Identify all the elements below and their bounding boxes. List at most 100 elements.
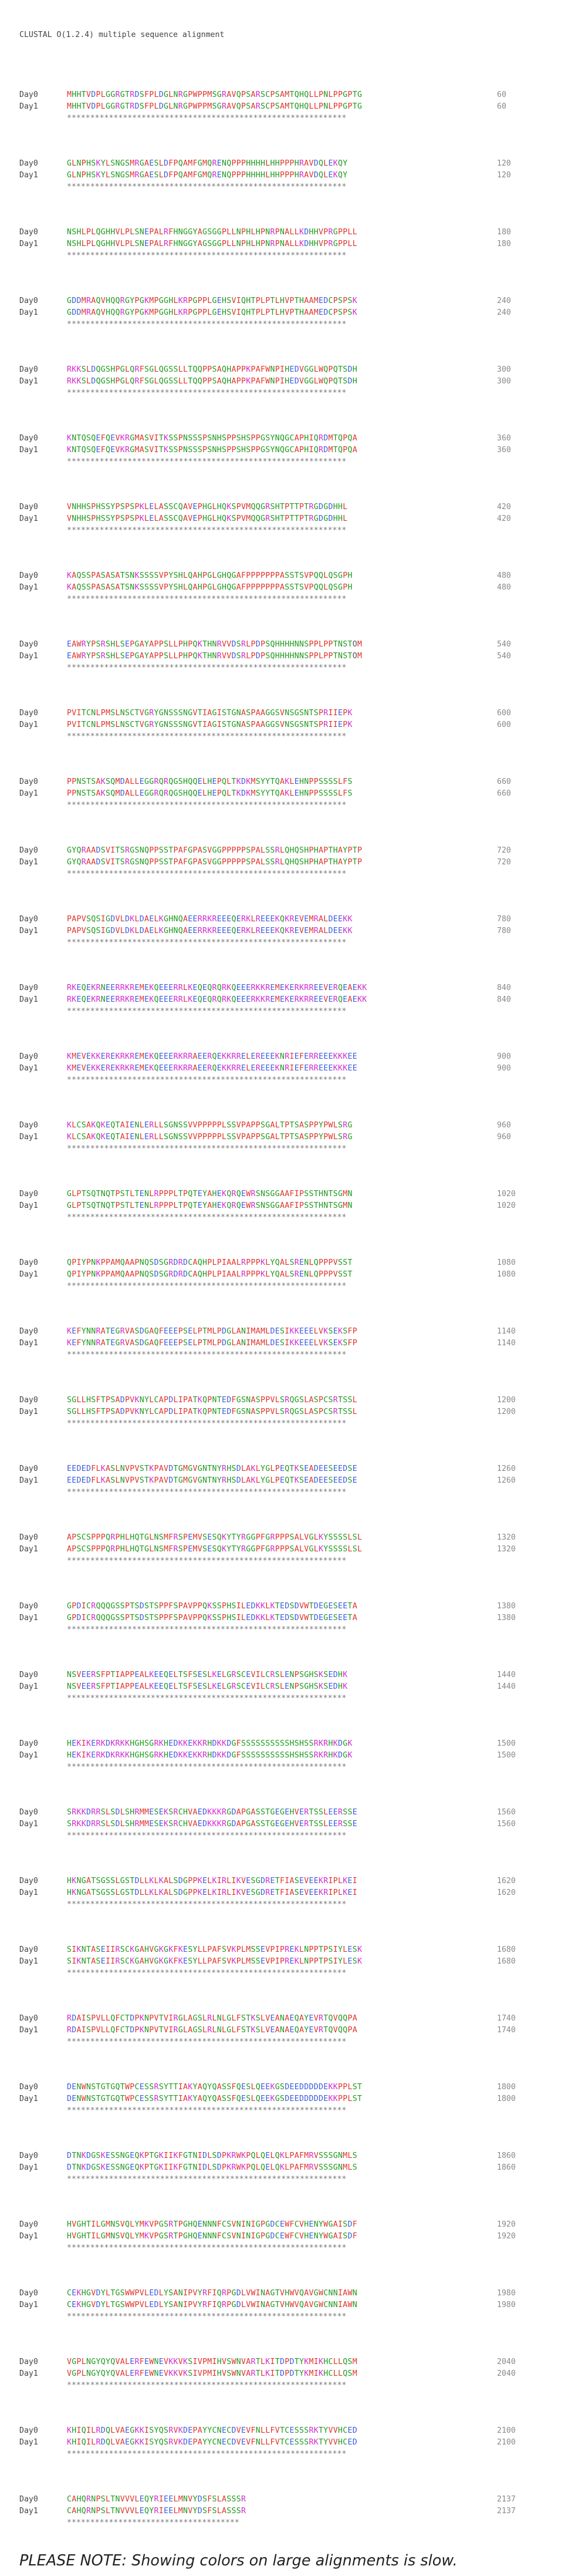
alignment-block: Day0 PAPVSQSIGDVLDKLDAELKGHNQAEERRKREEEQE… [19, 914, 571, 982]
sequence-residues: SGLLHSFTPSADPVKNYLCAPDLIPATKQPNTEDFGSNAS… [67, 1396, 357, 1405]
sequence-residues: MHHTVDPLGGRGTRDSFPLDGLNRGPWPPMSGRAVQPSAR… [67, 90, 363, 99]
sequence-position: 1860 [497, 2151, 516, 2160]
sequence-residues: KAQSSPASASATSNKSSSSVPYSHLQAHPGLGHQGAFPPP… [67, 583, 353, 592]
sequence-row-day0: Day0 HEKIKERKDKRKKHGHSGRKHEDKKEKKRHDKKDGF… [19, 1738, 571, 1750]
conservation-line: ****************************************… [67, 938, 347, 947]
sequence-name: Day0 [19, 228, 38, 237]
sequence-name: Day1 [19, 995, 38, 1004]
sequence-position: 600 [497, 709, 511, 718]
conservation-line: ****************************************… [67, 1144, 347, 1153]
sequence-name: Day0 [19, 777, 38, 786]
sequence-name: Day0 [19, 1327, 38, 1336]
sequence-position: 2100 [497, 2438, 516, 2447]
sequence-name: Day1 [19, 1820, 38, 1829]
sequence-position: 1380 [497, 1614, 516, 1622]
sequence-row-day1: Day1 GPDICRQQQGSSPTSDSTSPPFSPAVPPQKSSPHSI… [19, 1612, 571, 1624]
conservation-line: ****************************************… [67, 595, 347, 604]
conservation-line: ****************************************… [67, 183, 347, 191]
sequence-position: 1260 [497, 1464, 516, 1473]
sequence-residues: NSHLPLQGHHVLPLSNEPALRFHNGGYAGSGGPLLNPHLH… [67, 240, 357, 248]
sequence-residues: VGPLNGYQYQVALERFEWNEVKKVKSIVPMIHVSWNVART… [67, 2358, 357, 2366]
sequence-residues: NSVEERSFPTIAPPEALKEEQELTSFSESLKELGRSCEVI… [67, 1682, 348, 1691]
sequence-residues: GLPTSQTNQTPSTLTENLRPPPLTPQTEYAHEKQRQEWRS… [67, 1201, 353, 1210]
sequence-name: Day1 [19, 2095, 38, 2103]
sequence-name: Day1 [19, 2438, 38, 2447]
sequence-row-day1: Day1 CEKHGVDYLTGSWWPVLEDLYSANIPVYRFIQRPGD… [19, 2299, 571, 2311]
sequence-row-day1: Day1 PAPVSQSIGDVLDKLDAELKGHNQAEERRKREEEQE… [19, 925, 571, 937]
sequence-name: Day1 [19, 1270, 38, 1279]
sequence-residues: VGPLNGYQYQVALERFEWNEVKKVKSIVPMIHVSWNVART… [67, 2369, 357, 2378]
sequence-position: 1080 [497, 1270, 516, 1279]
sequence-row-day0: Day0 KAQSSPASASATSNKSSSSVPYSHLQAHPGLGHQGA… [19, 570, 571, 582]
alignment-block: Day0 RDAISPVLLQFCTDPKNPVTVIRGLAGSLRLNLGLF… [19, 2013, 571, 2082]
alignment-block: Day0 MHHTVDPLGGRGTRDSFPLDGLNRGPWPPMSGRAVQ… [19, 89, 571, 158]
sequence-row-day0: Day0 GDDMRAQVHQQRGYPGKMPGGHLKRPGPPLGEHSVI… [19, 295, 571, 307]
sequence-position: 120 [497, 159, 511, 168]
sequence-name: Day1 [19, 1407, 38, 1416]
sequence-row-day1: Day1 SGLLHSFTPSADPVKNYLCAPDLIPATKQPNTEDFG… [19, 1406, 571, 1418]
sequence-position: 1860 [497, 2163, 516, 2172]
sequence-row-day0: Day0 DENWNSTGTGQTWPCESSRSYTTIAKYAQYQASSFQ… [19, 2082, 571, 2093]
sequence-name: Day0 [19, 90, 38, 99]
sequence-row-day1: Day1 DTNKDGSKESSNGEQKPTGKIIKFGTNIDLSDPKRW… [19, 2162, 571, 2174]
sequence-name: Day0 [19, 159, 38, 168]
sequence-position: 1320 [497, 1533, 516, 1542]
sequence-position: 1500 [497, 1739, 516, 1748]
sequence-residues: GPDICRQQQGSSPTSDSTSPPFSPAVPPQKSSPHSILEDK… [67, 1602, 357, 1611]
sequence-row-day1: Day1 KMEVEKKEREKRKREMEKQEEERKRRAEERQEKKRR… [19, 1063, 571, 1075]
sequence-residues: SRKKDRRSLSDLSHRMMESEKSRCHVAEDKKKRGDAPGAS… [67, 1808, 357, 1817]
alignment-block: Day0 DTNKDGSKESSNGEQKPTGKIIKFGTNIDLSDPKRW… [19, 2150, 571, 2219]
sequence-residues: NSVEERSFPTIAPPEALKEEQELTSFSESLKELGRSCEVI… [67, 1671, 348, 1679]
sequence-position: 1200 [497, 1396, 516, 1405]
sequence-position: 1440 [497, 1671, 516, 1679]
sequence-residues: HVGHTILGMNSVQLYMKVPGSRTPGHQENNNFCSVNINIG… [67, 2220, 357, 2229]
sequence-name: Day1 [19, 789, 38, 798]
sequence-name: Day1 [19, 102, 38, 111]
sequence-position: 2100 [497, 2426, 516, 2435]
conservation-line: ****************************************… [67, 664, 347, 672]
sequence-residues: CAHQRNPSLTNVVVLEQYRIEELMNVYDSFSLASSSR [67, 2507, 246, 2516]
sequence-name: Day0 [19, 2220, 38, 2229]
sequence-position: 540 [497, 652, 511, 661]
sequence-name: Day1 [19, 1614, 38, 1622]
sequence-position: 1800 [497, 2083, 516, 2092]
sequence-position: 1740 [497, 2014, 516, 2023]
sequence-residues: GYQRAADSVITSRGSNQPPSSTPAFGPASVGGPPPPPSPA… [67, 858, 363, 867]
sequence-name: Day0 [19, 571, 38, 580]
sequence-residues: APSCSPPPQRPHLHQTGLNSMFRSPEMVSESQKYTYRGGP… [67, 1533, 363, 1542]
alignment-block: Day0 KLCSAKQKEQTAIENLERLLSGNSSVVPPPPPLSSV… [19, 1120, 571, 1188]
sequence-row-day0: Day0 GYQRAADSVITSRGSNQPPSSTPAFGPASVGGPPPP… [19, 845, 571, 857]
sequence-row-day1: Day1 CAHQRNPSLTNVVVLEQYRIEELMNVYDSFSLASSS… [19, 2506, 571, 2517]
sequence-row-day0: Day0 HVGHTILGMNSVQLYMKVPGSRTPGHQENNNFCSVN… [19, 2219, 571, 2231]
sequence-name: Day0 [19, 434, 38, 443]
sequence-row-day0: Day0 KNTQSQEFQEVKRGMASVITKSSPNSSSPSNHSPPS… [19, 433, 571, 445]
sequence-row-day0: Day0 NSHLPLQGHHVLPLSNEPALRFHNGGYAGSGGPLLN… [19, 227, 571, 238]
sequence-name: Day1 [19, 240, 38, 248]
sequence-residues: RKKSLDQGSHPGLQRFSGLQGSSLLTQQPPSAQHAPPKPA… [67, 377, 357, 386]
sequence-row-day1: Day1 PPNSTSAKSQMDALLEGGRQRQGSHQQELHEPQLTK… [19, 788, 571, 800]
conservation-line: ****************************************… [67, 2175, 347, 2184]
sequence-row-day1: Day1 RKEQEKRNEERRKREMEKQEEERRLKEQEQRQRKQE… [19, 994, 571, 1006]
sequence-residues: KLCSAKQKEQTAIENLERLLSGNSSVVPPPPPLSSVPAPP… [67, 1121, 353, 1130]
sequence-name: Day1 [19, 1064, 38, 1073]
sequence-position: 360 [497, 446, 511, 454]
sequence-name: Day0 [19, 365, 38, 374]
sequence-row-day0: Day0 MHHTVDPLGGRGTRDSFPLDGLNRGPWPPMSGRAVQ… [19, 89, 571, 101]
conservation-line: ****************************************… [67, 2450, 347, 2459]
sequence-residues: VNHHSPHSSYPSPSPKLELASSCQAVEPHGLHQKSPVMQQ… [67, 514, 348, 523]
sequence-residues: KNTQSQEFQEVKRGMASVITKSSPNSSSPSNHSPPSHSPP… [67, 434, 357, 443]
sequence-residues: APSCSPPPQRPHLHQTGLNSMFRSPEMVSESQKYTYRGGP… [67, 1545, 363, 1554]
sequence-name: Day0 [19, 503, 38, 511]
alignment-block: Day0 PPNSTSAKSQMDALLEGGRQRQGSHQQELHEPQLTK… [19, 776, 571, 845]
sequence-row-day1: Day1 KLCSAKQKEQTAIENLERLLSGNSSVVPPPPPLSSV… [19, 1132, 571, 1143]
sequence-position: 120 [497, 171, 511, 180]
sequence-position: 720 [497, 846, 511, 855]
sequence-residues: EAWRYPSRSHLSEPGAYAPPSLLPHPQKTHNRVVDSRLPD… [67, 652, 363, 661]
sequence-name: Day0 [19, 297, 38, 305]
sequence-row-day1: Day1 VGPLNGYQYQVALERFEWNEVKKVKSIVPMIHVSWN… [19, 2368, 571, 2380]
sequence-position: 720 [497, 858, 511, 867]
sequence-name: Day1 [19, 583, 38, 592]
sequence-name: Day1 [19, 1339, 38, 1348]
sequence-row-day1: Day1 NSHLPLQGHHVLPLSNEPALRFHNGGYAGSGGPLLN… [19, 238, 571, 250]
sequence-position: 1680 [497, 1957, 516, 1966]
